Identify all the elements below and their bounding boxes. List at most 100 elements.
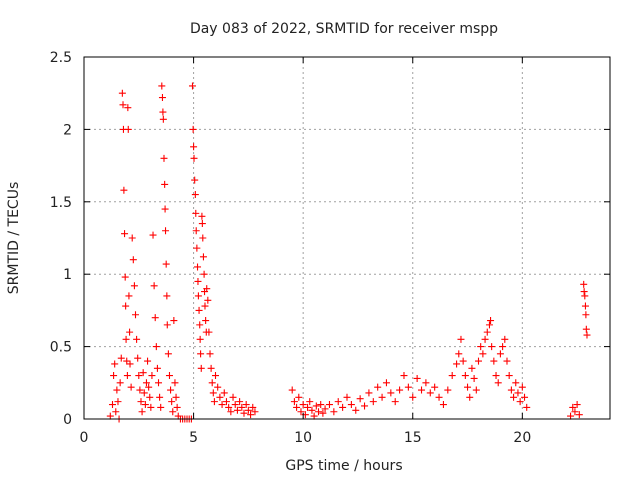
data-point <box>382 379 390 387</box>
data-point <box>369 398 377 406</box>
data-point <box>418 386 426 394</box>
data-point <box>242 401 250 409</box>
data-point <box>404 383 412 391</box>
data-point <box>133 335 141 343</box>
data-point <box>459 357 467 365</box>
data-point <box>422 379 430 387</box>
data-point <box>479 350 487 358</box>
data-point <box>343 393 351 401</box>
data-point <box>477 343 485 351</box>
data-point <box>149 231 157 239</box>
data-point <box>488 343 496 351</box>
data-point <box>201 302 209 310</box>
data-point <box>189 125 197 133</box>
data-point <box>521 393 529 401</box>
data-point <box>347 401 355 409</box>
data-point <box>247 411 255 419</box>
axis-ticks: 0 5 10 15 20 0 0.5 1 1.5 2 2.5 <box>50 50 610 446</box>
data-point <box>583 331 591 339</box>
data-point <box>510 393 518 401</box>
data-point <box>472 386 480 394</box>
data-point <box>123 372 131 380</box>
data-point <box>142 379 150 387</box>
data-point <box>159 115 167 123</box>
data-point <box>123 357 131 365</box>
data-point <box>158 82 166 90</box>
data-point <box>210 398 218 406</box>
data-point <box>191 191 199 199</box>
data-point <box>148 372 156 380</box>
data-point <box>391 398 399 406</box>
data-point <box>196 335 204 343</box>
data-point <box>147 403 155 411</box>
x-axis-title: GPS time / hours <box>285 458 402 474</box>
data-point <box>516 398 524 406</box>
data-point <box>153 364 161 372</box>
data-point <box>448 372 456 380</box>
y-tick-label: 1 <box>63 267 72 283</box>
data-point <box>108 401 116 409</box>
data-point <box>214 383 222 391</box>
data-point <box>567 412 575 420</box>
data-point <box>352 406 360 414</box>
data-point <box>571 408 579 416</box>
data-point <box>569 403 577 411</box>
data-point <box>170 317 178 325</box>
data-point <box>492 372 500 380</box>
data-point <box>124 125 132 133</box>
data-point <box>111 360 119 368</box>
data-point <box>164 350 172 358</box>
data-point <box>151 314 159 322</box>
data-point <box>199 253 207 261</box>
data-point <box>117 354 125 362</box>
data-point <box>249 403 257 411</box>
data-point <box>439 401 447 409</box>
data-point <box>334 398 342 406</box>
data-point <box>197 364 205 372</box>
data-point <box>116 379 124 387</box>
data-point <box>233 406 241 414</box>
chart-title: Day 083 of 2022, SRMTID for receiver msp… <box>190 21 498 37</box>
data-point <box>209 389 217 397</box>
data-point <box>190 143 198 151</box>
data-point <box>431 383 439 391</box>
data-point <box>288 386 296 394</box>
data-point <box>453 360 461 368</box>
data-point <box>171 379 179 387</box>
data-point <box>295 393 303 401</box>
data-point <box>396 386 404 394</box>
plot-frame <box>83 56 611 420</box>
data-point <box>435 393 443 401</box>
data-point <box>202 317 210 325</box>
data-point <box>312 402 320 410</box>
data-point <box>494 379 502 387</box>
data-point <box>121 273 129 281</box>
data-point <box>496 350 504 358</box>
data-point <box>573 401 581 409</box>
data-point <box>160 154 168 162</box>
data-point <box>216 393 224 401</box>
data-point <box>290 398 298 406</box>
data-point <box>374 383 382 391</box>
y-axis-title: SRMTID / TECUs <box>6 182 22 295</box>
data-point <box>227 408 235 416</box>
y-tick-label: 0.5 <box>50 340 72 356</box>
x-tick-label: 20 <box>513 430 531 446</box>
data-point <box>238 403 246 411</box>
data-point <box>129 256 137 264</box>
data-point <box>139 369 147 377</box>
data-point <box>146 393 154 401</box>
data-point <box>156 393 164 401</box>
data-point <box>400 372 408 380</box>
data-point <box>293 403 301 411</box>
data-point <box>304 403 312 411</box>
data-point <box>157 403 165 411</box>
data-point <box>125 292 133 300</box>
data-point <box>145 383 153 391</box>
data-point <box>150 282 158 290</box>
data-point <box>144 357 152 365</box>
data-point <box>141 401 149 409</box>
data-point <box>464 383 472 391</box>
data-point <box>161 205 169 213</box>
